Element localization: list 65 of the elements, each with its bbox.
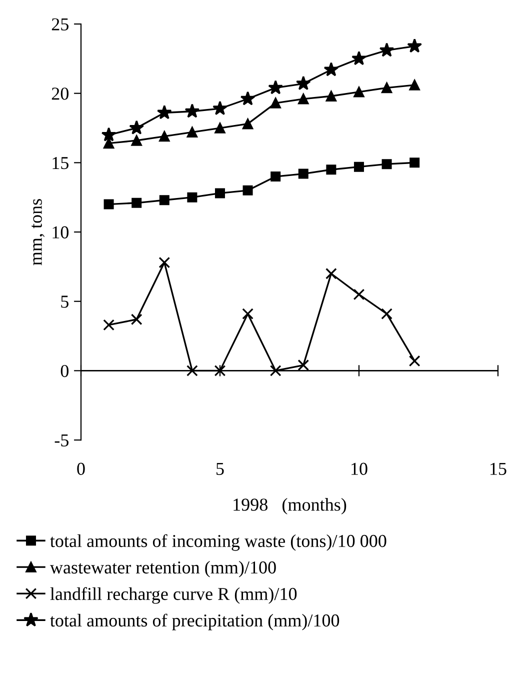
point: [298, 94, 309, 104]
point: [325, 268, 337, 280]
point: [158, 256, 170, 268]
point: [352, 50, 366, 66]
point: [214, 188, 225, 198]
point: [408, 355, 420, 367]
y-tick-label: 10: [52, 226, 68, 238]
point: [268, 80, 284, 94]
point: [324, 62, 339, 76]
point: [326, 164, 336, 175]
point: [242, 308, 254, 320]
point: [409, 80, 420, 90]
y-tick-label: -5: [54, 434, 68, 446]
point: [270, 98, 281, 108]
legend-label: total amounts of incoming waste (tons)/10 000: [50, 534, 386, 551]
point: [382, 159, 392, 170]
point: [104, 199, 114, 210]
point: [184, 104, 200, 118]
point: [101, 127, 116, 142]
point: [159, 195, 170, 206]
point: [240, 91, 256, 106]
point: [410, 158, 420, 168]
point: [159, 130, 170, 142]
point: [186, 126, 198, 138]
point: [103, 319, 114, 331]
point: [214, 122, 226, 134]
point: [270, 172, 281, 182]
point: [353, 288, 365, 300]
point: [379, 42, 394, 57]
point: [129, 120, 144, 134]
point: [354, 162, 364, 172]
y-tick-label: 5: [61, 296, 68, 308]
y-tick-label: 15: [52, 157, 68, 170]
legend-label: wastewater retention (mm)/100: [50, 560, 276, 578]
x-axis-title: 1998 (months): [234, 498, 346, 514]
x-tick-label: 15: [490, 462, 506, 475]
x-tick-label: 10: [352, 462, 368, 475]
point: [298, 359, 310, 371]
point: [131, 135, 142, 146]
point: [242, 118, 254, 130]
legend-label: landfill recharge curve R (mm)/10: [50, 587, 297, 604]
point: [214, 364, 226, 376]
point: [354, 86, 364, 98]
y-tick-label: 20: [52, 88, 68, 100]
point: [242, 185, 253, 196]
point: [212, 100, 228, 116]
point: [132, 198, 142, 208]
y-tick-label: 0: [60, 364, 68, 378]
point: [130, 314, 142, 326]
point: [298, 168, 308, 179]
legend-label: total amounts of precipitation (mm)/100: [50, 614, 340, 630]
point: [186, 364, 198, 376]
x-tick-label: 0: [77, 462, 85, 475]
point: [381, 308, 392, 320]
x-tick-label: 5: [216, 462, 224, 475]
point: [381, 82, 392, 94]
y-axis-title: mm, tons: [32, 199, 45, 266]
y-tick-label: 25: [52, 18, 68, 30]
point: [407, 38, 422, 53]
point: [326, 90, 337, 102]
point: [187, 192, 198, 202]
point: [103, 138, 114, 149]
point: [296, 76, 311, 90]
point: [156, 104, 172, 120]
point: [270, 364, 282, 376]
